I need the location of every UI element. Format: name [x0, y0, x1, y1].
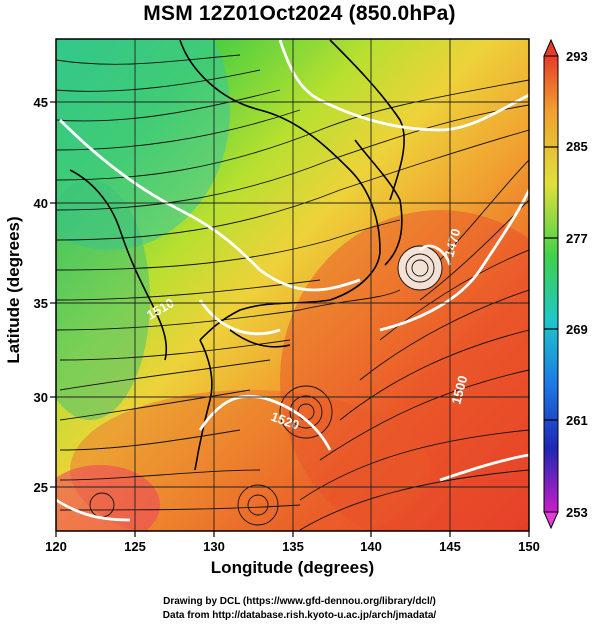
- x-tick-label: 125: [124, 539, 146, 554]
- x-tick-labels: 120 125 130 135 140 145 150: [45, 539, 540, 554]
- x-axis-label: Longitude (degrees): [210, 558, 375, 577]
- lat-lon-grid: [56, 39, 529, 531]
- colorbar: [543, 38, 559, 530]
- colorbar-scale: [543, 55, 559, 513]
- data-credit: Data from http://database.rish.kyoto-u.a…: [162, 610, 437, 621]
- coastlines: [69, 39, 405, 471]
- colorbar-bottom-arrow: [543, 511, 559, 530]
- colorbar-label: 293: [566, 49, 588, 64]
- x-tick-label: 145: [439, 539, 461, 554]
- map-title: MSM 12Z01Oct2024 (850.0hPa): [143, 2, 456, 25]
- x-tick-label: 130: [203, 539, 225, 554]
- drawing-credit: Drawing by DCL (https://www.gfd-dennou.o…: [163, 596, 436, 607]
- colorbar-label: 261: [566, 413, 588, 428]
- colorbar-labels: 293 285 277 269 261 253: [566, 49, 588, 520]
- x-tick-label: 120: [45, 539, 67, 554]
- y-tick-label: 40: [34, 196, 48, 211]
- x-tick-label: 140: [360, 539, 382, 554]
- y-tick-labels: 25 30 35 40 45: [34, 95, 48, 495]
- colorbar-label: 269: [566, 322, 588, 337]
- x-tick-marks: [55, 531, 530, 537]
- y-tick-label: 30: [34, 390, 48, 405]
- x-tick-label: 150: [518, 539, 540, 554]
- y-tick-label: 45: [34, 95, 48, 110]
- contour-label-1500: 1500: [448, 374, 470, 406]
- colorbar-label: 277: [566, 231, 588, 246]
- y-tick-marks: [50, 101, 56, 488]
- colorbar-top-arrow: [543, 38, 559, 57]
- x-tick-label: 135: [282, 539, 304, 554]
- y-axis-label: Latitude (degrees): [4, 216, 23, 364]
- colorbar-label: 285: [566, 139, 588, 154]
- contour-label-1470: 1470: [441, 227, 463, 259]
- y-tick-label: 25: [34, 480, 48, 495]
- y-tick-label: 35: [34, 296, 48, 311]
- geopotential-contours: [56, 39, 529, 522]
- colorbar-label: 253: [566, 505, 588, 520]
